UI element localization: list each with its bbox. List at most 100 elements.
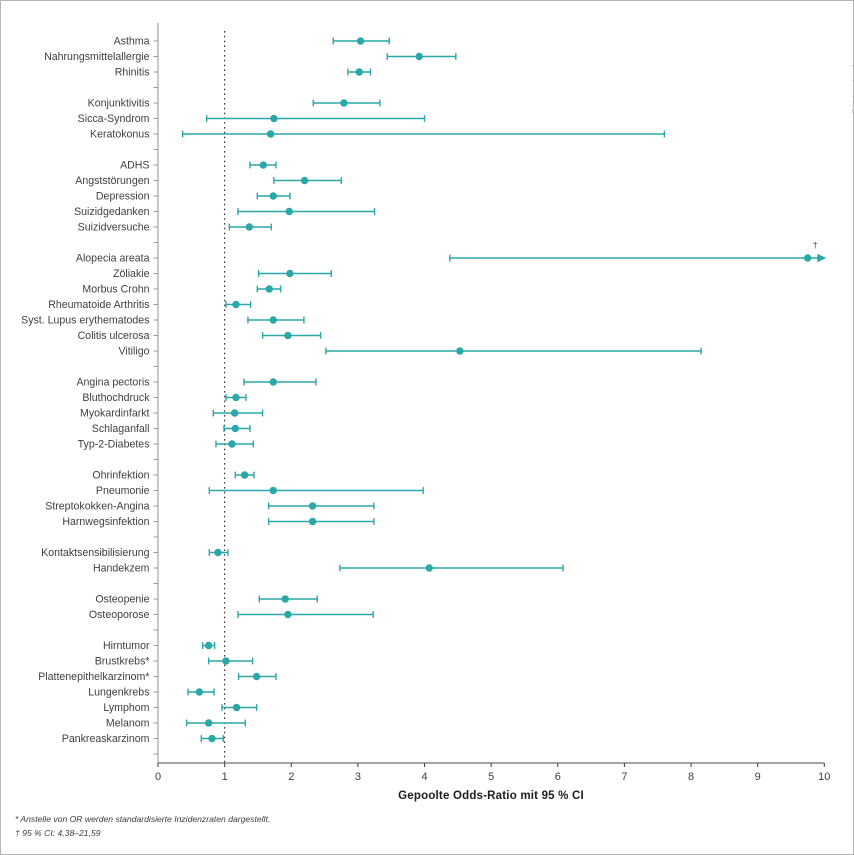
forest-row: ADHS — [120, 160, 277, 172]
or-point — [204, 719, 213, 727]
forest-row: Osteoporose — [89, 609, 374, 621]
row-label: Depression — [96, 191, 150, 203]
row-label: Syst. Lupus erythematodes — [21, 315, 149, 327]
or-point — [195, 688, 204, 696]
forest-row: Nahrungsmittelallergie — [44, 51, 457, 63]
forest-row: Ohrinfektion — [92, 470, 255, 482]
forest-row: Melanom — [106, 718, 246, 730]
row-label: Streptokokken-Angina — [45, 501, 149, 513]
x-tick-label: 3 — [355, 771, 361, 783]
forest-group: Osteopenie Osteoporose — [89, 594, 374, 621]
forest-row: Keratokonus — [90, 129, 666, 141]
or-point — [204, 641, 213, 650]
x-axis-title: Gepoolte Odds-Ratio mit 95 % CI — [398, 790, 584, 802]
forest-row: Colitis ulcerosa — [78, 330, 322, 342]
row-label: Kontaktsensibilisierung — [41, 547, 149, 559]
row-label: Rhinitis — [115, 67, 150, 79]
or-point — [245, 223, 253, 231]
forest-row: Suizidgedanken — [74, 206, 376, 218]
forest-group: Alopecia areata † Zöliakie Morbus Crohn Rheu… — [21, 240, 827, 358]
forest-row: Plattenepithelkarzinom* — [38, 671, 277, 683]
or-point — [803, 254, 812, 262]
row-label: Asthma — [114, 36, 150, 48]
or-point — [285, 207, 293, 216]
row-label: Colitis ulcerosa — [78, 330, 150, 342]
or-point — [222, 657, 230, 665]
row-label: Vitiligo — [118, 346, 149, 358]
or-point — [284, 331, 292, 340]
forest-group: Konjunktivitis Sicca-Syndrom Keratokonus — [78, 98, 666, 141]
forest-row: Handekzem — [93, 563, 564, 575]
x-tick-label: 7 — [621, 771, 627, 783]
x-tick-label: 10 — [818, 771, 830, 783]
or-point — [265, 285, 273, 293]
or-point — [415, 52, 423, 61]
x-tick-label: 9 — [755, 771, 761, 783]
forest-group: Hirntumor Brustkrebs* Plattenepithelkarzin… — [38, 640, 277, 745]
or-point — [355, 68, 363, 76]
row-label: Handekzem — [93, 563, 150, 575]
row-label: Osteopenie — [95, 594, 149, 606]
row-label: Angststörungen — [75, 175, 149, 187]
x-tick-label: 6 — [555, 771, 561, 783]
dagger-marker: † — [813, 240, 818, 250]
forest-row: Asthma — [114, 36, 390, 48]
row-label: Hirntumor — [103, 640, 150, 652]
forest-row: Zöliakie — [113, 268, 332, 280]
or-point — [340, 99, 348, 107]
or-point — [270, 114, 278, 123]
forest-row: Alopecia areata † — [76, 240, 827, 265]
or-point — [281, 595, 289, 603]
or-point — [214, 548, 222, 557]
x-tick-label: 5 — [488, 771, 494, 783]
ci-arrow-right — [817, 253, 827, 263]
forest-row: Depression — [96, 191, 291, 203]
forest-row: Rheumatoide Arthritis — [48, 299, 252, 311]
or-point — [232, 300, 240, 309]
row-label: Lymphom — [103, 702, 149, 714]
or-point — [232, 393, 240, 402]
or-point — [286, 269, 294, 278]
row-label: Harnwegsinfektion — [62, 516, 149, 528]
row-label: Melanom — [106, 718, 150, 730]
row-label: Morbus Crohn — [82, 284, 149, 296]
row-label: Sicca-Syndrom — [78, 113, 150, 125]
or-point — [269, 316, 277, 324]
forest-row: Lungenkrebs — [88, 687, 215, 699]
forest-row: Morbus Crohn — [82, 284, 282, 296]
or-point — [259, 161, 267, 169]
forest-row: Schlaganfall — [92, 423, 251, 435]
forest-row: Angststörungen — [75, 175, 342, 187]
category-axis — [153, 23, 159, 763]
copyright-label: © Universimed — [850, 65, 854, 114]
x-axis: 0 1 2 3 4 5 6 7 8 9 10 — [155, 762, 830, 783]
row-label: Plattenepithelkarzinom* — [38, 671, 149, 683]
forest-group: ADHS Angststörungen Depression Suizidgedank… — [74, 160, 376, 234]
forest-plot-chart: Asthma Nahrungsmittelallergie Rhinitis Konj… — [21, 23, 830, 783]
row-label: Schlaganfall — [92, 423, 150, 435]
forest-group: Angina pectoris Bluthochdruck Myokardinfar… — [76, 377, 317, 451]
forest-row: Lymphom — [103, 702, 258, 714]
x-tick-label: 0 — [155, 771, 161, 783]
or-point — [456, 347, 464, 355]
x-tick-label: 4 — [421, 771, 427, 783]
row-label: Angina pectoris — [76, 377, 149, 389]
row-label: ADHS — [120, 160, 149, 172]
or-point — [284, 610, 292, 619]
row-label: Myokardinfarkt — [80, 408, 150, 420]
forest-row: Kontaktsensibilisierung — [41, 547, 229, 559]
or-point — [231, 424, 239, 433]
forest-row: Typ-2-Diabetes — [78, 439, 254, 451]
row-label: Osteoporose — [89, 609, 150, 621]
forest-row: Harnwegsinfektion — [62, 516, 375, 528]
or-point — [208, 734, 216, 743]
forest-row: Streptokokken-Angina — [45, 501, 375, 513]
or-point — [266, 130, 275, 138]
or-point — [228, 440, 236, 448]
forest-row: Konjunktivitis — [88, 98, 381, 110]
forest-group: Asthma Nahrungsmittelallergie Rhinitis — [44, 36, 457, 79]
or-point — [230, 409, 239, 417]
row-label: Suizidgedanken — [74, 206, 150, 218]
or-point — [308, 502, 317, 510]
